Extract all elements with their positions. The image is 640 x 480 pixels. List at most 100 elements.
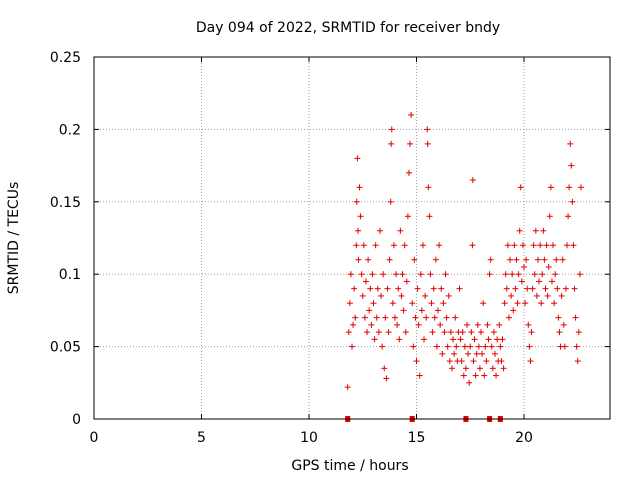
- data-point: [368, 321, 375, 328]
- data-point: [564, 242, 570, 249]
- plot-frame: [93, 56, 611, 420]
- data-point: [445, 292, 452, 299]
- data-point: [409, 300, 416, 307]
- data-point: [424, 140, 431, 147]
- data-point: [570, 242, 577, 249]
- data-point: [490, 329, 497, 336]
- data-point: [395, 285, 402, 292]
- data-point: [488, 343, 495, 350]
- data-point: [354, 155, 361, 162]
- data-point: [370, 300, 377, 307]
- x-tick-label: 15: [408, 430, 426, 446]
- data-point: [541, 256, 548, 263]
- data-point: [369, 271, 376, 278]
- data-point: [436, 242, 443, 249]
- data-point: [392, 314, 398, 321]
- data-point: [457, 336, 464, 343]
- data-point: [482, 343, 489, 350]
- data-point: [358, 271, 365, 278]
- data-point: [396, 336, 403, 343]
- data-point: [438, 285, 445, 292]
- data-point: [440, 300, 447, 307]
- chart-title: Day 094 of 2022, SRMTID for receiver bnd…: [196, 20, 500, 36]
- data-point: [503, 285, 510, 292]
- data-point: [415, 321, 422, 328]
- data-point: [453, 343, 460, 350]
- data-point: [483, 358, 490, 365]
- data-point: [518, 278, 525, 285]
- data-point: [356, 184, 363, 191]
- data-point: [437, 321, 444, 328]
- data-point: [556, 329, 563, 336]
- data-point: [402, 329, 409, 336]
- data-point: [501, 300, 508, 307]
- data-point: [398, 292, 405, 299]
- data-point: [531, 271, 538, 278]
- data-point: [355, 227, 362, 234]
- data-point: [433, 343, 440, 350]
- data-point: [414, 285, 421, 292]
- data-point: [347, 271, 354, 278]
- data-point: [496, 321, 503, 328]
- data-point: [397, 227, 404, 234]
- data-point: [403, 278, 410, 285]
- x-axis-label: GPS time / hours: [291, 458, 408, 474]
- data-point: [532, 227, 539, 234]
- data-point: [539, 271, 546, 278]
- data-point: [393, 271, 400, 278]
- data-point: [383, 375, 390, 382]
- data-point: [521, 263, 527, 270]
- data-point: [462, 365, 469, 372]
- data-point: [528, 329, 535, 336]
- data-point: [405, 169, 412, 176]
- data-point: [505, 314, 512, 321]
- data-point: [461, 343, 468, 350]
- data-point: [460, 372, 467, 379]
- data-point: [547, 184, 554, 191]
- data-point: [407, 140, 414, 147]
- data-point: [568, 162, 575, 169]
- data-point: [456, 285, 463, 292]
- data-point: [416, 372, 423, 379]
- data-point: [353, 242, 360, 249]
- data-point: [468, 329, 475, 336]
- data-point: [442, 271, 449, 278]
- data-point: [577, 184, 584, 191]
- data-point: [450, 336, 457, 343]
- data-point: [472, 372, 479, 379]
- data-point: [426, 213, 433, 220]
- data-point: [484, 321, 491, 328]
- data-point: [499, 336, 506, 343]
- data-point: [514, 300, 521, 307]
- data-point: [540, 227, 547, 234]
- data-point: [502, 271, 509, 278]
- data-point: [517, 184, 524, 191]
- y-tick-label: 0: [72, 412, 81, 428]
- data-point: [381, 365, 388, 372]
- data-point: [385, 329, 392, 336]
- data-point: [464, 321, 471, 328]
- data-point: [550, 242, 557, 249]
- data-point: [551, 300, 558, 307]
- x-tick-label: 0: [90, 430, 99, 446]
- data-point: [567, 140, 574, 147]
- data-point: [525, 321, 532, 328]
- y-tick-label: 0.05: [50, 340, 81, 356]
- data-point: [388, 126, 395, 133]
- y-tick-label: 0.25: [50, 50, 81, 66]
- data-point: [512, 285, 519, 292]
- data-point: [412, 314, 419, 321]
- data-point: [485, 336, 492, 343]
- data-point: [489, 365, 496, 372]
- data-point: [366, 307, 373, 314]
- data-point: [534, 256, 541, 263]
- data-point: [559, 256, 566, 263]
- data-point: [529, 285, 536, 292]
- data-point: [435, 307, 441, 314]
- data-point: [479, 350, 486, 357]
- data-point: [561, 343, 568, 350]
- data-point: [413, 358, 420, 365]
- data-point: [475, 343, 482, 350]
- data-point: [498, 358, 505, 365]
- x-tick-label: 10: [300, 430, 318, 446]
